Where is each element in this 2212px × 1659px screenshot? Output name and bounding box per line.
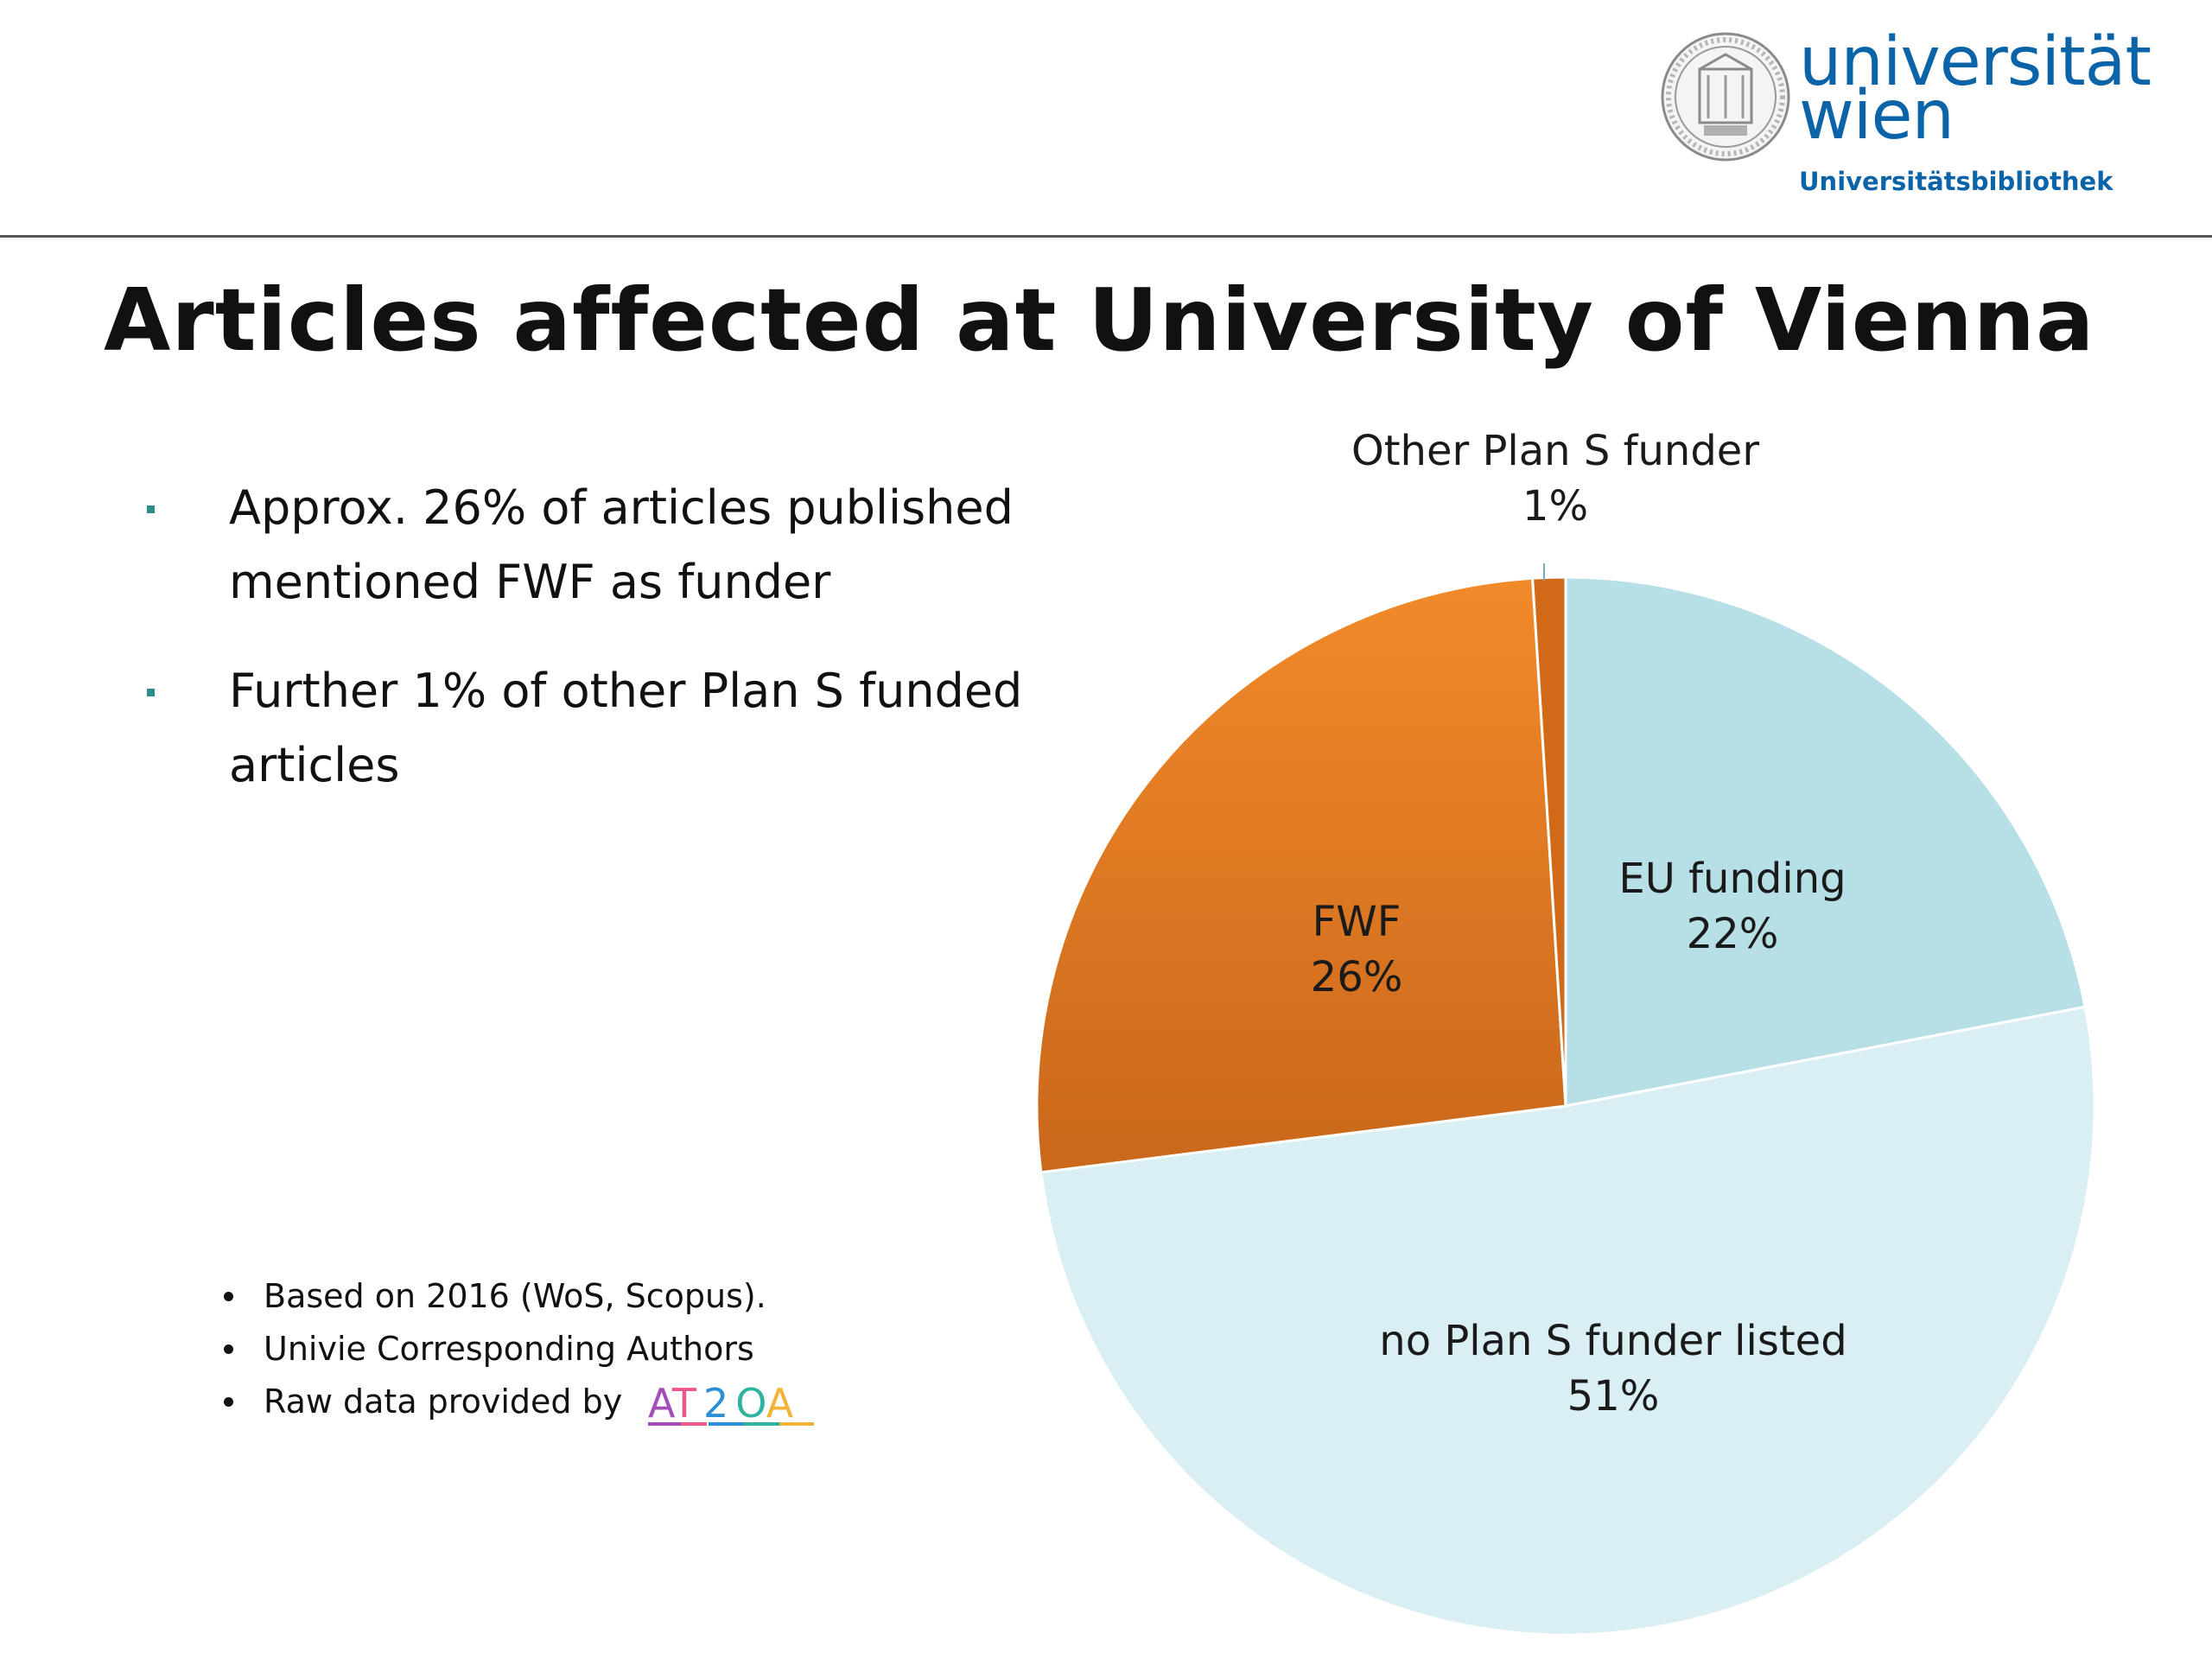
pie-slice-eu-funding (1564, 575, 2087, 1108)
bullet-text: Approx. 26% of articles published mentio… (229, 480, 1014, 609)
university-seal-icon (1661, 32, 1790, 162)
slide-header: universität wien Universitätsbibliothek (0, 0, 2212, 238)
bullet-item: Further 1% of other Plan S funded articl… (138, 654, 1115, 803)
note-item: Based on 2016 (WoS, Scopus). (220, 1270, 819, 1323)
slice-label-no-plan-s-name: no Plan S funder listed (1379, 1317, 1847, 1365)
bullet-dot-icon (224, 1344, 233, 1354)
bullet-square-icon (147, 505, 155, 513)
main-bullet-list: Approx. 26% of articles published mentio… (138, 471, 1115, 837)
slice-label-eu-funding-name: EU funding (1618, 855, 1846, 903)
logo-word-universitaet: universität (1799, 23, 2152, 101)
bullet-square-icon (147, 689, 155, 696)
header-divider (0, 235, 2212, 238)
pie-slices (1035, 575, 2096, 1637)
note-text: Univie Corresponding Authors (264, 1330, 754, 1368)
pie-slice-fwf (1035, 576, 1567, 1174)
note-text: Based on 2016 (WoS, Scopus). (264, 1277, 766, 1315)
bullet-text: Further 1% of other Plan S funded articl… (229, 664, 1023, 792)
source-notes: Based on 2016 (WoS, Scopus). Univie Corr… (220, 1270, 819, 1429)
slice-label-fwf-name: FWF (1313, 898, 1402, 946)
university-logo: universität wien Universitätsbibliothek (1659, 29, 2152, 212)
at2oa-logo: AT 2 OA (648, 1380, 815, 1427)
at2oa-logo-text: AT 2 OA (648, 1380, 794, 1427)
pie-slice-no-plan-s-funder-listed (1039, 1005, 2096, 1637)
slice-label-other-plan-s-value: 1% (1522, 482, 1588, 531)
logo-subtitle: Universitätsbibliothek (1799, 167, 2113, 196)
note-text: Raw data provided by (264, 1382, 623, 1421)
slice-label-fwf-value: 26% (1311, 953, 1403, 1001)
note-item: Univie Corresponding Authors (220, 1323, 819, 1376)
bullet-dot-icon (224, 1292, 233, 1301)
slice-label-no-plan-s-value: 51% (1567, 1372, 1660, 1421)
bullet-dot-icon (224, 1397, 233, 1407)
logo-word-wien: wien (1799, 77, 1955, 155)
slice-label-other-plan-s-name: Other Plan S funder (1351, 427, 1759, 475)
note-item: Raw data provided by AT 2 OA (220, 1376, 819, 1429)
slide-title: Articles affected at University of Vienn… (104, 270, 2095, 371)
slice-label-eu-funding-value: 22% (1687, 910, 1779, 958)
pie-slice-other-plan-s-funder (1530, 575, 1567, 1107)
bullet-item: Approx. 26% of articles published mentio… (138, 471, 1115, 620)
